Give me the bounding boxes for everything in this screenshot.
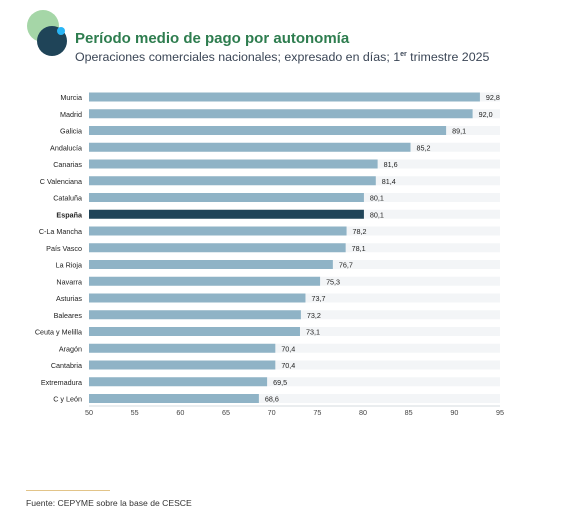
category-label: Cataluña xyxy=(53,194,82,203)
bar-highlight xyxy=(89,209,364,219)
subtitle-main: Operaciones comerciales nacionales; expr… xyxy=(75,50,401,64)
category-label: C-La Mancha xyxy=(39,227,82,236)
x-tick-label: 85 xyxy=(405,408,413,417)
bar xyxy=(89,226,347,236)
source-note: Fuente: CEPYME sobre la base de CESCE xyxy=(26,498,192,508)
value-label: 68,6 xyxy=(265,395,279,404)
value-label: 81,4 xyxy=(382,177,396,186)
bar xyxy=(89,394,259,403)
bar xyxy=(89,243,346,253)
value-label: 78,2 xyxy=(353,227,367,236)
category-label: Cantabria xyxy=(51,361,82,370)
x-tick-label: 95 xyxy=(496,408,504,417)
category-label: Baleares xyxy=(54,311,83,320)
category-label: Ceuta y Melilla xyxy=(35,328,82,337)
subtitle-superscript: er xyxy=(400,50,407,58)
value-label: 69,5 xyxy=(273,378,287,387)
bar xyxy=(89,360,276,370)
category-label: C Valenciana xyxy=(40,177,82,186)
bar xyxy=(89,109,473,119)
logo xyxy=(27,10,67,56)
subtitle-end: trimestre 2025 xyxy=(406,50,490,64)
bar xyxy=(89,260,333,269)
bar-track xyxy=(89,377,500,387)
page-title: Período medio de pago por autonomía xyxy=(75,30,350,47)
bar xyxy=(89,310,301,320)
category-label: País Vasco xyxy=(46,244,82,253)
bar xyxy=(89,343,276,353)
bar xyxy=(89,276,321,286)
x-tick-label: 55 xyxy=(131,408,139,417)
value-label: 76,7 xyxy=(339,261,353,270)
bar xyxy=(89,92,480,102)
bar xyxy=(89,159,378,169)
category-label: Navarra xyxy=(56,277,82,286)
category-label: Aragón xyxy=(59,344,82,353)
value-label: 81,6 xyxy=(384,160,398,169)
value-label: 80,1 xyxy=(370,210,384,219)
category-label: Madrid xyxy=(60,110,82,119)
bar xyxy=(89,193,364,202)
category-label: Asturias xyxy=(56,294,82,303)
logo-accent-dot xyxy=(57,27,65,35)
category-label: C y León xyxy=(53,395,82,404)
value-label: 78,1 xyxy=(352,244,366,253)
value-label: 92,0 xyxy=(479,110,493,119)
value-label: 73,1 xyxy=(306,328,320,337)
value-label: 75,3 xyxy=(326,277,340,286)
category-label: Andalucía xyxy=(50,143,82,152)
bar xyxy=(89,126,447,135)
footer-divider xyxy=(26,490,110,491)
category-label: Canarias xyxy=(53,160,82,169)
bar-track xyxy=(89,360,500,370)
bar-track xyxy=(89,394,500,403)
bar-track xyxy=(89,343,500,353)
value-label: 70,4 xyxy=(281,344,295,353)
x-tick-label: 50 xyxy=(85,408,93,417)
x-tick-label: 65 xyxy=(222,408,230,417)
x-tick-label: 90 xyxy=(450,408,458,417)
value-label: 92,8 xyxy=(486,93,500,102)
value-label: 73,2 xyxy=(307,311,321,320)
category-label: España xyxy=(56,210,83,219)
bar xyxy=(89,377,268,387)
value-label: 70,4 xyxy=(281,361,295,370)
category-label: Extremadura xyxy=(41,378,82,387)
value-label: 73,7 xyxy=(311,294,325,303)
x-tick-label: 75 xyxy=(313,408,321,417)
value-label: 80,1 xyxy=(370,194,384,203)
page-subtitle: Operaciones comerciales nacionales; expr… xyxy=(75,50,489,64)
category-label: Murcia xyxy=(60,93,82,102)
bar xyxy=(89,327,300,336)
bar xyxy=(89,176,376,186)
category-label: Galicia xyxy=(60,127,82,136)
value-label: 85,2 xyxy=(416,143,430,152)
x-tick-label: 60 xyxy=(176,408,184,417)
category-label: La Rioja xyxy=(56,261,82,270)
bar xyxy=(89,142,411,152)
value-label: 89,1 xyxy=(452,127,466,136)
x-tick-label: 70 xyxy=(268,408,276,417)
bar xyxy=(89,293,306,303)
x-tick-label: 80 xyxy=(359,408,367,417)
